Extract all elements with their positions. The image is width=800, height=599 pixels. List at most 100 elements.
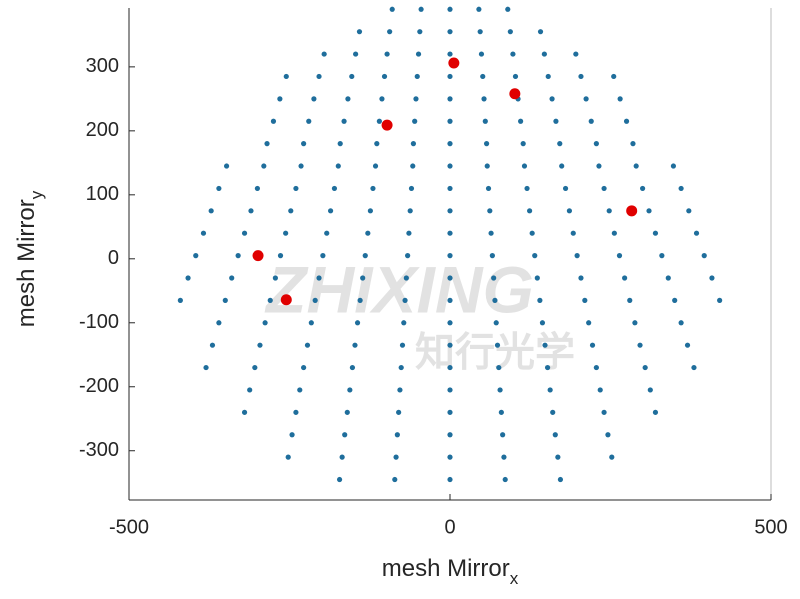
x-tick-label: 500 [754, 516, 787, 538]
data-point [483, 141, 490, 147]
data-point [235, 252, 241, 259]
data-point [447, 208, 453, 214]
data-point [267, 297, 273, 303]
watermark: ZHIXING 知行光学 [264, 252, 575, 374]
data-point [352, 342, 358, 348]
data-point [559, 163, 565, 169]
data-point [494, 342, 501, 348]
data-point [357, 297, 363, 303]
data-point [488, 230, 494, 236]
y-axis-label-sub: y [27, 190, 46, 199]
data-point [447, 320, 453, 326]
data-point [498, 409, 504, 415]
data-point [447, 118, 453, 124]
data-point [241, 230, 248, 236]
data-point [476, 6, 482, 12]
data-point [247, 387, 253, 393]
data-point [356, 29, 363, 35]
x-tick-label: -500 [109, 516, 149, 538]
data-point [320, 252, 326, 259]
data-point [659, 252, 665, 259]
data-point [304, 342, 311, 348]
data-point [270, 118, 277, 124]
data-point [717, 297, 723, 303]
data-point [627, 297, 633, 303]
data-point [272, 275, 278, 281]
data-point [686, 208, 692, 214]
data-point [223, 163, 230, 169]
data-point [447, 476, 453, 483]
data-point [264, 141, 270, 147]
data-point [447, 185, 453, 192]
data-point [297, 387, 303, 393]
data-point [321, 51, 327, 57]
y-axis-label: mesh Mirrory [13, 190, 46, 327]
data-point [347, 387, 353, 393]
data-point [493, 320, 499, 326]
x-axis-label-text: mesh Mirror [382, 555, 510, 582]
data-point [241, 409, 248, 415]
data-point [285, 454, 291, 460]
data-point [254, 185, 260, 192]
data-point [527, 208, 533, 214]
data-point [447, 297, 453, 303]
data-point [640, 185, 646, 192]
data-point [349, 73, 355, 80]
data-point [410, 141, 417, 147]
data-point [447, 275, 453, 281]
watermark-text: 知行光学 [415, 331, 575, 375]
data-point [480, 73, 486, 80]
data-point [566, 208, 573, 214]
x-axis-label: mesh Mirrorx [382, 555, 519, 588]
data-point [408, 185, 415, 192]
data-point [177, 297, 183, 303]
data-point [588, 118, 594, 124]
data-point [447, 409, 453, 415]
data-point [216, 320, 222, 326]
data-point [344, 409, 350, 415]
data-point [626, 205, 638, 217]
data-point [534, 275, 540, 281]
data-point [413, 96, 419, 102]
data-point [372, 163, 379, 169]
data-point [709, 275, 715, 281]
y-axis-label-text: mesh Mirror [13, 199, 40, 327]
data-point [410, 163, 416, 169]
data-point [623, 118, 630, 124]
data-point [665, 275, 671, 281]
data-point [335, 163, 341, 169]
data-point [248, 208, 254, 214]
data-point [652, 230, 659, 236]
data-point [252, 250, 264, 262]
data-point [222, 297, 228, 303]
data-point [487, 208, 493, 214]
data-point [557, 476, 564, 483]
data-point [691, 364, 697, 371]
data-point [412, 118, 418, 124]
data-point [553, 118, 559, 124]
data-point [633, 163, 639, 169]
data-point [447, 387, 453, 393]
data-point [605, 432, 611, 438]
data-point [403, 275, 409, 281]
data-point [365, 230, 371, 236]
data-point [407, 208, 413, 214]
data-point [261, 163, 267, 169]
y-tick-label: 100 [86, 183, 119, 205]
data-point [331, 185, 338, 192]
data-point [374, 141, 380, 147]
data-point [394, 432, 400, 438]
data-point [537, 29, 544, 35]
data-point [562, 185, 569, 192]
data-point [678, 185, 684, 192]
data-point [512, 73, 519, 80]
data-point [505, 6, 511, 12]
data-point [544, 364, 551, 371]
data-point [550, 409, 556, 415]
data-point [447, 141, 453, 147]
data-point [301, 141, 307, 147]
data-point [552, 432, 558, 438]
data-point [646, 208, 652, 214]
data-point [283, 230, 289, 236]
